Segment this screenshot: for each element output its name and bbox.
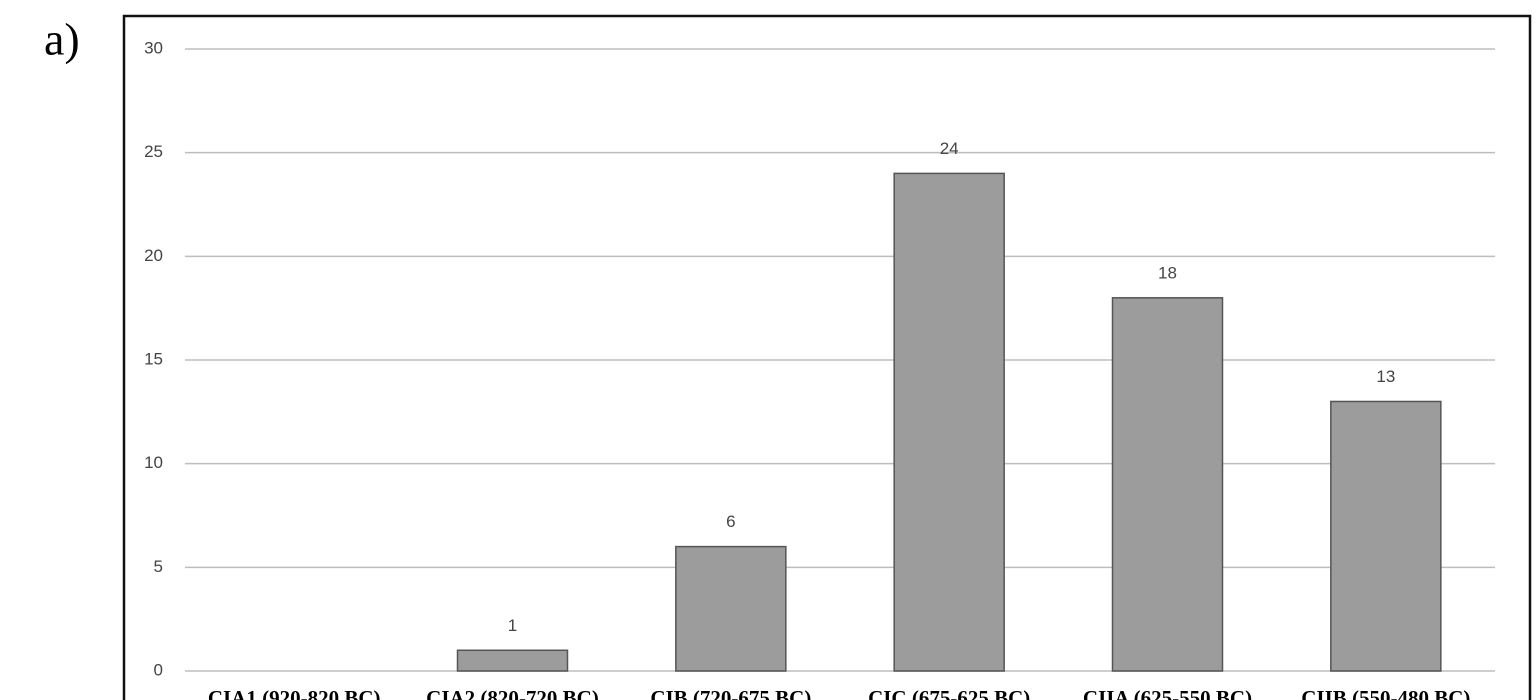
x-tick-label: CIIA (625-550 BC): [1083, 686, 1252, 700]
bar: [893, 172, 1005, 672]
panel-label: a): [44, 14, 80, 65]
x-tick-label: CIA1 (920-820 BC): [208, 686, 381, 700]
value-label: 6: [726, 512, 735, 531]
y-tick-label: 20: [144, 246, 163, 265]
y-tick-label: 30: [144, 38, 163, 57]
y-tick-label: 5: [154, 557, 163, 576]
bar: [456, 649, 569, 672]
chart-frame: [122, 14, 1532, 700]
x-tick-label: CIB (720-675 BC): [650, 686, 811, 700]
value-label: 18: [1158, 263, 1177, 282]
y-tick-label: 15: [144, 349, 163, 368]
bar: [1111, 297, 1224, 672]
value-label: 13: [1376, 367, 1395, 386]
y-tick-label: 10: [144, 453, 163, 472]
y-tick-label: 25: [144, 142, 163, 161]
x-tick-label: CIC (675-625 BC): [868, 686, 1030, 700]
bar: [1330, 400, 1442, 672]
value-label: 1: [508, 616, 517, 635]
value-label: 24: [940, 139, 959, 158]
bar: [675, 545, 787, 672]
x-tick-label: CIIB (550-480 BC): [1301, 686, 1470, 700]
y-tick-label: 0: [154, 660, 163, 679]
x-tick-label: CIA2 (820-720 BC): [426, 686, 599, 700]
